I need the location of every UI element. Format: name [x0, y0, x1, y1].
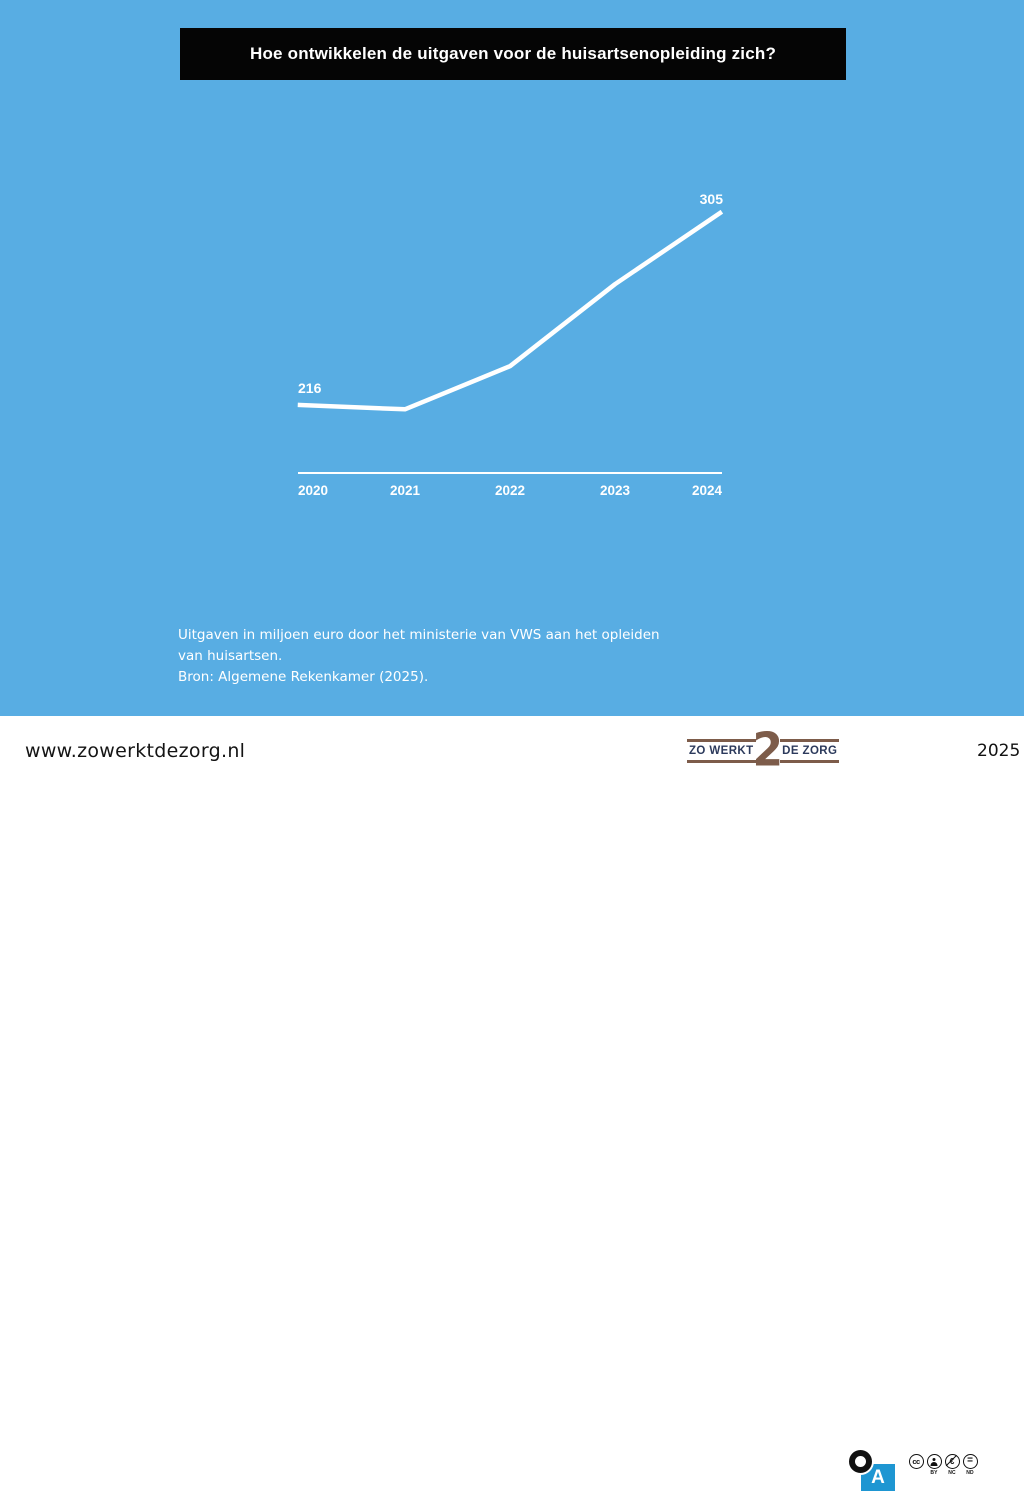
title-bar: Hoe ontwikkelen de uitgaven voor de huis… [180, 28, 846, 80]
cc-nc-column: € NC [944, 1454, 960, 1476]
chart-caption: Uitgaven in miljoen euro door het minist… [178, 625, 660, 688]
cc-nd-column: = ND [962, 1454, 978, 1476]
cc-by-person-icon [926, 1454, 942, 1469]
logo-rule [687, 759, 756, 763]
caption-line: Uitgaven in miljoen euro door het minist… [178, 627, 660, 643]
footer-year: 2025 [977, 740, 1021, 761]
cc-by-label: BY [930, 1470, 938, 1476]
argumentenfabriek-logo: A [849, 1450, 896, 1493]
caption-line: van huisartsen. [178, 648, 283, 664]
x-axis-tick-label: 2023 [600, 483, 631, 498]
x-axis-tick-label: 2022 [495, 483, 525, 498]
creative-commons-badge[interactable]: cc BY € NC = ND [908, 1454, 978, 1476]
x-axis-tick-label: 2024 [692, 483, 723, 498]
cc-icon-column: cc [908, 1454, 924, 1470]
data-line [297, 209, 724, 412]
cc-by-column: BY [926, 1454, 942, 1476]
cc-nd-label: ND [966, 1470, 974, 1476]
infographic-canvas: Hoe ontwikkelen de uitgaven voor de huis… [0, 0, 1024, 785]
logo-right-text: DE ZORG [782, 744, 838, 757]
logo-left-text: ZO WERKT [689, 744, 754, 757]
cc-nc-euro-icon: € [944, 1454, 960, 1469]
logo-right-block: DE ZORG [780, 738, 840, 763]
zo-werkt-de-zorg-logo: ZO WERKT 2 DE ZORG [687, 723, 840, 777]
logo-rule [687, 738, 756, 742]
logo-rule [780, 759, 840, 763]
cc-nc-label: NC [948, 1470, 956, 1476]
footer-bar: www.zowerktdezorg.nl ZO WERKT 2 DE ZORG … [0, 716, 1024, 1491]
x-axis-tick-label: 2021 [390, 483, 421, 498]
data-point-label: 305 [700, 191, 724, 207]
cc-icon: cc [908, 1454, 924, 1469]
caption-source: Bron: Algemene Rekenkamer (2025). [178, 669, 429, 685]
logo-rule [780, 738, 840, 742]
website-link[interactable]: www.zowerktdezorg.nl [25, 739, 246, 762]
logo-left-block: ZO WERKT [687, 738, 756, 763]
page-title: Hoe ontwikkelen de uitgaven voor de huis… [249, 44, 777, 63]
expenditure-line-chart: 2020 2021 2022 2023 2024 216 305 [297, 191, 724, 498]
cc-nd-equals-icon: = [962, 1454, 978, 1469]
ring-icon [849, 1450, 872, 1473]
x-axis-tick-label: 2020 [298, 483, 328, 498]
logo-numeral-2: 2 [752, 723, 784, 777]
data-point-label: 216 [298, 380, 322, 396]
